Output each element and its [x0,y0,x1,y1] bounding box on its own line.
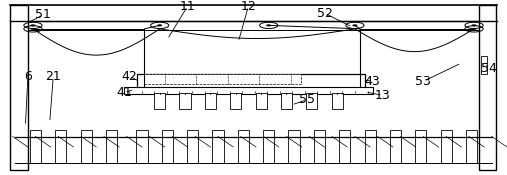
Bar [332,93,343,108]
Circle shape [267,25,271,26]
Bar [205,93,216,108]
Circle shape [353,25,357,26]
Bar [30,130,41,163]
Circle shape [472,28,477,30]
Bar [55,130,66,163]
Circle shape [30,28,35,30]
Bar [144,74,301,84]
Bar [306,93,317,108]
Bar [187,130,198,163]
Text: 6: 6 [24,71,32,83]
Bar [137,74,365,88]
Text: 12: 12 [240,0,257,13]
Bar [162,130,173,163]
Bar [339,130,350,163]
Bar [10,5,28,170]
Bar [481,56,487,74]
Bar [256,93,267,108]
Bar [124,87,373,94]
Bar [238,130,249,163]
Text: 41: 41 [116,86,132,99]
Text: 51: 51 [35,8,51,21]
Bar [441,130,452,163]
Text: 55: 55 [299,93,315,106]
Circle shape [30,25,35,26]
Bar [136,130,148,163]
Bar [106,130,117,163]
Text: 21: 21 [45,71,61,83]
Bar [154,93,165,108]
Bar [179,93,191,108]
Text: 43: 43 [365,75,381,88]
Bar [281,93,292,108]
Text: 11: 11 [179,0,196,13]
Bar [81,130,92,163]
Bar [415,130,426,163]
Bar [288,130,300,163]
Bar [466,130,477,163]
Text: 52: 52 [316,7,333,20]
Text: 42: 42 [121,70,137,83]
Text: 54: 54 [481,62,497,75]
Bar [314,130,325,163]
Bar [479,5,496,170]
Text: 13: 13 [375,89,391,102]
Circle shape [158,25,162,26]
Circle shape [472,25,477,26]
Bar [212,130,224,163]
Bar [390,130,401,163]
Bar [365,130,376,163]
Text: 53: 53 [415,75,431,88]
Bar [263,130,274,163]
Bar [230,93,241,108]
